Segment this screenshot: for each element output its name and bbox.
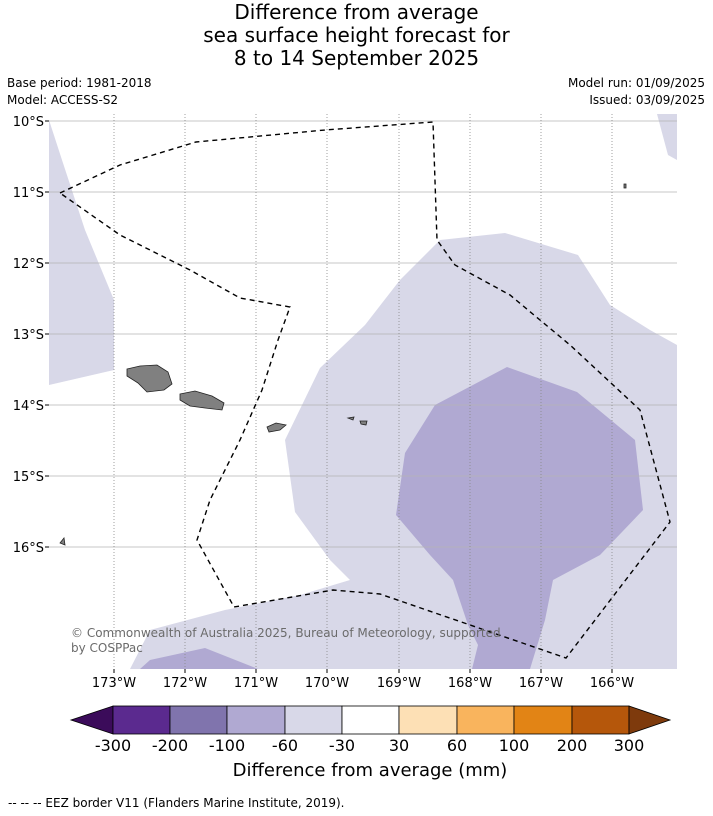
lon-label: 167°W <box>519 676 563 691</box>
chart-title-line-1: Difference from average <box>234 0 479 24</box>
map-area <box>49 114 677 669</box>
lon-grid <box>113 114 613 669</box>
anomaly-region-core-dark <box>396 367 643 669</box>
lat-label: 11°S <box>13 186 44 201</box>
lon-label: 170°W <box>305 676 349 691</box>
chart-title-line-2: sea surface height forecast for <box>203 23 510 47</box>
lat-grid <box>49 120 677 548</box>
lat-label: 15°S <box>13 470 44 485</box>
lon-label: 171°W <box>234 676 278 691</box>
colorbar-segment <box>513 705 573 735</box>
lon-label: 173°W <box>92 676 136 691</box>
colorbar-tick-label: 300 <box>613 736 645 755</box>
colorbar-tick-label: -60 <box>271 736 299 755</box>
lon-label: 166°W <box>590 676 634 691</box>
colorbar-segment <box>398 705 458 735</box>
small-islet-west <box>59 537 66 546</box>
colorbar-segment <box>226 705 286 735</box>
colorbar-segment <box>571 705 630 735</box>
lat-label: 13°S <box>13 328 44 343</box>
lon-label: 168°W <box>448 676 492 691</box>
lon-label: 172°W <box>163 676 207 691</box>
colorbar <box>69 705 672 735</box>
savaii-island <box>126 364 173 393</box>
anomaly-region-south-dark <box>140 648 258 669</box>
anomaly-region-north-east-light <box>657 114 677 160</box>
colorbar-tick-label: 30 <box>388 736 410 755</box>
chart-title-line-3: 8 to 14 September 2025 <box>233 46 480 70</box>
ofu-olosega-island <box>346 416 355 421</box>
copyright-notice: © Commonwealth of Australia 2025, Bureau… <box>71 626 501 655</box>
colorbar-tick-label: -300 <box>94 736 132 755</box>
tutuila-island <box>266 422 287 433</box>
anomaly-region-west-light <box>49 114 114 385</box>
lat-label: 12°S <box>13 257 44 272</box>
model-label: Model: ACCESS-S2 <box>7 93 119 107</box>
lat-label: 14°S <box>13 399 44 414</box>
colorbar-tick-label: 100 <box>498 736 530 755</box>
lon-labels: 173°W 172°W 171°W 170°W 169°W 168°W 167°… <box>92 676 634 691</box>
lat-ticks <box>45 120 49 548</box>
colorbar-max-extension <box>628 705 672 735</box>
lat-label: 10°S <box>13 115 44 130</box>
eez-legend-footnote: -- -- -- EEZ border V11 (Flanders Marine… <box>8 796 345 810</box>
colorbar-segment <box>456 705 515 735</box>
swains-island <box>623 183 627 189</box>
colorbar-title: Difference from average (mm) <box>232 760 508 781</box>
land-masses <box>59 183 627 546</box>
colorbar-tick-label: 200 <box>556 736 588 755</box>
issued-label: Issued: 03/09/2025 <box>589 93 705 107</box>
colorbar-tick-label: -100 <box>208 736 246 755</box>
colorbar-tick-label: -30 <box>328 736 356 755</box>
model-run-label: Model run: 01/09/2025 <box>567 76 705 90</box>
lat-label: 16°S <box>13 541 44 556</box>
eez-border-samoa <box>59 121 671 659</box>
colorbar-segment <box>112 705 171 735</box>
colorbar-tick-label: -200 <box>151 736 189 755</box>
base-period-label: Base period: 1981-2018 <box>7 76 152 90</box>
upolu-island <box>179 390 225 411</box>
colorbar-min-extension <box>69 705 114 735</box>
lat-labels: 10°S 11°S 12°S 13°S 14°S 15°S 16°S <box>13 115 44 556</box>
colorbar-segment <box>341 705 400 735</box>
colorbar-segment <box>169 705 228 735</box>
tau-island <box>359 420 368 426</box>
lon-label: 169°W <box>377 676 421 691</box>
colorbar-tick-label: 60 <box>446 736 468 755</box>
colorbar-segment <box>284 705 343 735</box>
lon-ticks <box>113 669 613 673</box>
